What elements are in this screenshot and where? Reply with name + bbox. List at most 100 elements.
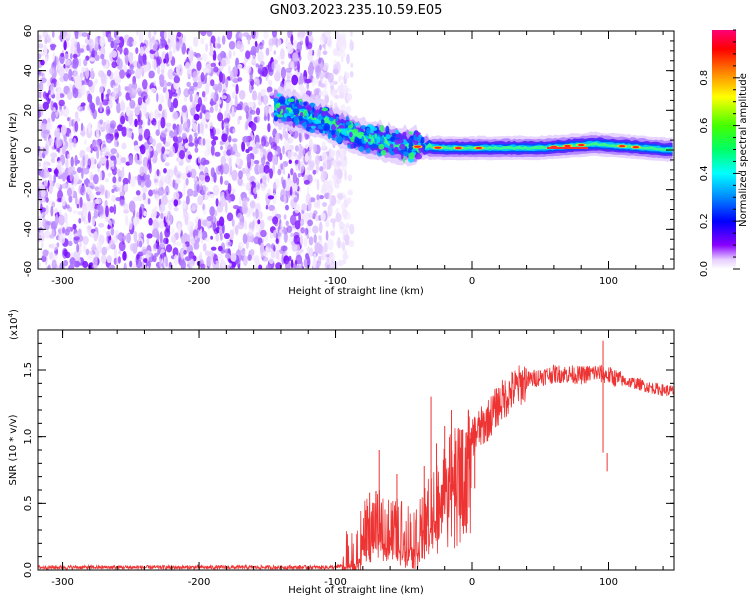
noise-blob <box>78 57 82 67</box>
noise-blob <box>106 255 113 264</box>
noise-blob <box>105 235 109 244</box>
noise-blob <box>343 194 347 200</box>
noise-blob <box>230 253 237 262</box>
noise-blob <box>139 110 142 120</box>
noise-blob <box>191 100 196 108</box>
noise-blob <box>258 100 262 106</box>
noise-blob <box>252 211 256 217</box>
snr-multiplier-exp: 4 <box>7 312 15 317</box>
noise-blob <box>83 220 89 225</box>
noise-blob <box>159 231 163 243</box>
noise-blob <box>319 44 322 51</box>
noise-blob <box>50 152 58 159</box>
noise-blob <box>281 176 284 185</box>
noise-blob <box>227 183 232 194</box>
noise-blob <box>91 218 96 227</box>
noise-blob <box>247 101 255 108</box>
noise-blob <box>288 255 292 262</box>
noise-blob <box>221 133 228 143</box>
noise-blob <box>336 161 342 167</box>
noise-blob <box>106 230 111 237</box>
spectrogram-ytick-label: -20 <box>23 181 34 197</box>
noise-blob <box>138 134 143 142</box>
noise-blob <box>197 123 200 135</box>
noise-blob <box>330 205 333 215</box>
noise-blob <box>95 198 102 205</box>
noise-blob <box>312 169 317 175</box>
noise-blob <box>116 234 123 240</box>
noise-blob <box>71 64 77 69</box>
noise-blob <box>229 70 234 82</box>
noise-blob <box>343 234 350 242</box>
noise-blob <box>329 261 337 269</box>
noise-blob <box>285 220 289 227</box>
noise-blob <box>224 248 231 254</box>
noise-blob <box>158 103 163 112</box>
snr-xtick-label: -300 <box>51 577 74 588</box>
noise-blob <box>332 48 338 56</box>
noise-blob <box>138 232 142 239</box>
noise-blob <box>50 157 56 164</box>
noise-blob <box>175 179 182 184</box>
colorbar-tick-label: 0.2 <box>699 213 710 229</box>
noise-blob <box>192 71 199 83</box>
noise-blob <box>285 37 289 48</box>
noise-blob <box>99 171 103 181</box>
noise-blob <box>118 36 125 48</box>
noise-blob <box>298 212 301 223</box>
noise-blob <box>256 115 261 123</box>
noise-blob <box>204 74 208 84</box>
noise-blob <box>74 75 82 88</box>
signal-blob <box>298 115 303 122</box>
noise-blob <box>245 111 249 119</box>
noise-blob <box>116 58 123 70</box>
noise-blob <box>197 230 203 239</box>
noise-blob <box>82 69 86 79</box>
noise-blob <box>159 73 165 83</box>
noise-blob <box>167 98 172 109</box>
noise-blob <box>112 176 117 184</box>
noise-blob <box>55 90 61 102</box>
noise-blob <box>67 153 70 159</box>
noise-blob <box>221 259 226 268</box>
signal-blob <box>321 107 329 112</box>
noise-blob <box>45 205 49 215</box>
signal-blob <box>376 136 381 144</box>
noise-blob <box>82 167 90 175</box>
noise-blob <box>57 62 62 71</box>
noise-blob <box>143 60 147 66</box>
noise-blob <box>322 161 326 170</box>
noise-blob <box>184 62 191 71</box>
noise-blob <box>343 40 347 49</box>
noise-blob <box>194 136 199 148</box>
signal-band-layer <box>274 102 673 152</box>
noise-blob <box>308 160 315 168</box>
noise-blob <box>182 202 187 210</box>
signal-blob <box>356 137 360 146</box>
noise-blob <box>327 72 334 84</box>
noise-blob <box>210 144 215 156</box>
signal-blob <box>324 130 330 134</box>
noise-blob <box>308 236 314 246</box>
noise-blob <box>131 88 138 96</box>
noise-blob <box>222 223 225 234</box>
noise-blob <box>283 194 287 205</box>
noise-blob <box>63 259 69 267</box>
signal-blob <box>400 154 404 160</box>
noise-blob <box>159 203 166 213</box>
noise-blob <box>38 182 43 187</box>
noise-blob <box>146 233 153 239</box>
noise-blob <box>179 149 185 160</box>
noise-blob <box>70 48 74 54</box>
noise-blob <box>348 240 355 248</box>
noise-blob <box>156 56 162 65</box>
noise-blob <box>156 92 159 103</box>
noise-blob <box>38 103 43 110</box>
noise-blob <box>272 181 277 193</box>
noise-blob <box>257 219 261 225</box>
noise-blob <box>111 188 115 193</box>
noise-blob <box>198 174 205 179</box>
noise-blob <box>197 155 201 164</box>
noise-blob <box>217 253 224 261</box>
signal-blob <box>367 138 371 142</box>
